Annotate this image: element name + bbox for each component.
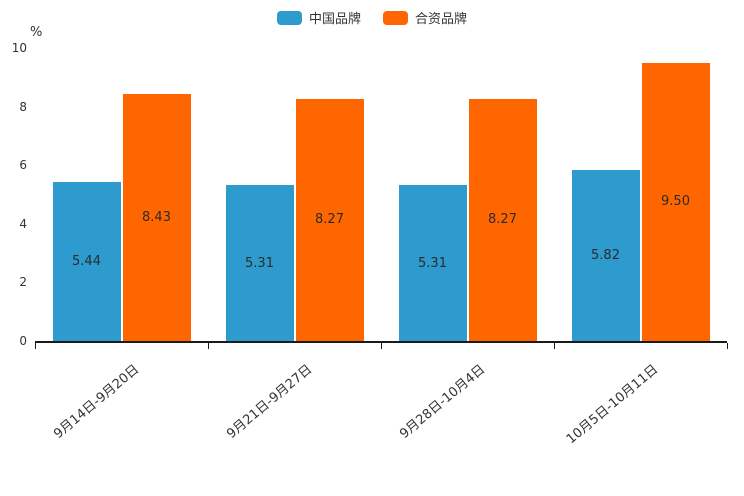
bar-series0-cat1: 5.31 (225, 185, 294, 341)
bar-series0-cat3: 5.82 (571, 170, 640, 341)
plot-area: 0 2 4 6 8 10 5.44 5.31 5.31 5.82 8.43 8.27 8.27 9.50 (12, 41, 728, 349)
x-axis-category-label: 9月21日-9月27日 (223, 362, 315, 442)
y-axis-tick-label: 0 (19, 334, 27, 348)
x-axis-category-label: 9月14日-9月20日 (50, 362, 142, 442)
bar-value-label: 5.82 (591, 248, 620, 264)
x-axis-tick-mark (554, 343, 555, 349)
bar-value-label: 5.31 (245, 255, 274, 271)
bar-series1-cat1: 8.27 (295, 98, 364, 341)
bar-value-label: 8.27 (315, 212, 344, 228)
bar-value-label: 8.43 (142, 210, 171, 225)
y-axis-unit-label: % (30, 25, 43, 40)
bar-value-label: 5.31 (418, 255, 447, 271)
bar-value-label: 5.44 (72, 253, 101, 269)
bar-series0-cat2: 5.31 (398, 185, 467, 341)
y-axis-tick-label: 10 (11, 41, 27, 55)
x-axis-tick-mark (208, 343, 209, 349)
legend-item-joint-venture-brand[interactable]: 合资品牌 (383, 8, 467, 27)
bar-value-label: 9.50 (661, 194, 690, 210)
y-axis-tick-label: 8 (19, 99, 27, 114)
bar-series0-cat0: 5.44 (52, 181, 121, 341)
y-axis-tick-label: 6 (19, 158, 27, 173)
bar-series1-cat3: 9.50 (641, 62, 710, 341)
y-axis-tick-label: 4 (19, 216, 27, 231)
x-axis-tick-mark (381, 343, 382, 349)
legend-label-joint-venture-brand: 合资品牌 (415, 12, 468, 27)
bar-series1-cat0: 8.43 (122, 94, 191, 341)
x-axis-category-label: 9月28日-10月4日 (396, 362, 488, 442)
bar-series1-cat2: 8.27 (468, 98, 537, 341)
x-axis-tick-mark (727, 343, 728, 349)
legend-item-china-brand[interactable]: 中国品牌 (276, 8, 361, 27)
legend-label-china-brand: 中国品牌 (308, 12, 361, 27)
x-axis-category-label: 10月5日-10月11日 (563, 362, 661, 448)
legend: 中国品牌 合资品牌 (0, 8, 744, 27)
x-axis-labels: 9月14日-9月20日 9月21日-9月27日 9月28日-10月4日 10月5日-1… (35, 353, 727, 493)
x-axis-tick-mark (35, 343, 36, 349)
y-axis-tick-label: 2 (19, 275, 27, 290)
legend-swatch-joint-venture-brand (383, 10, 408, 25)
bar-value-label: 8.27 (488, 212, 517, 228)
legend-swatch-china-brand (276, 10, 302, 25)
